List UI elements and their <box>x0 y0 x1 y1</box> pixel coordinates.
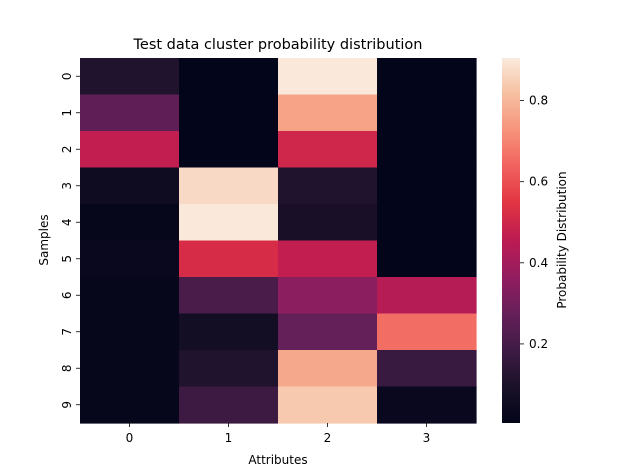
heatmap-cell <box>278 167 378 205</box>
colorbar-ticks: 0.2 0.4 0.6 0.8 <box>520 94 548 351</box>
y-tick-label: 1 <box>60 109 74 117</box>
heatmap-cell <box>80 131 180 169</box>
y-tick-label: 4 <box>60 218 74 226</box>
colorbar-tick-label: 0.6 <box>529 175 548 189</box>
heatmap-cell <box>377 240 477 278</box>
heatmap-cell <box>377 313 477 351</box>
heatmap-cell <box>278 58 378 96</box>
heatmap-cell <box>278 94 378 132</box>
heatmap-cell <box>80 167 180 205</box>
chart-title: Test data cluster probability distributi… <box>133 37 423 53</box>
heatmap-cell <box>80 240 180 278</box>
heatmap-cell <box>179 240 279 278</box>
heatmap-cell <box>377 167 477 205</box>
heatmap-cell <box>278 131 378 169</box>
x-tick-label: 0 <box>126 431 134 445</box>
heatmap-cell <box>179 277 279 315</box>
colorbar-tick-label: 0.2 <box>529 337 548 351</box>
colorbar-tick-label: 0.8 <box>529 94 548 108</box>
heatmap-cell <box>278 204 378 242</box>
heatmap-cell <box>278 240 378 278</box>
y-tick-label: 7 <box>60 328 74 336</box>
y-axis-ticks: 0 1 2 3 4 5 6 7 8 9 <box>60 72 80 409</box>
colorbar-label: Probability Distribution <box>555 171 569 308</box>
colorbar-tick-label: 0.4 <box>529 256 548 270</box>
heatmap-cell <box>377 386 477 424</box>
heatmap-cell <box>278 386 378 424</box>
heatmap-cell <box>377 350 477 388</box>
heatmap-cells <box>80 58 477 424</box>
heatmap-cell <box>377 277 477 315</box>
x-tick-label: 3 <box>423 431 431 445</box>
y-tick-label: 8 <box>60 364 74 372</box>
heatmap-cell <box>80 386 180 424</box>
colorbar <box>502 58 520 423</box>
y-tick-label: 0 <box>60 72 74 80</box>
y-tick-label: 9 <box>60 401 74 409</box>
y-tick-label: 2 <box>60 145 74 153</box>
x-axis-ticks: 0 1 2 3 <box>126 423 431 445</box>
y-tick-label: 3 <box>60 182 74 190</box>
heatmap-cell <box>377 94 477 132</box>
heatmap-cell <box>278 313 378 351</box>
heatmap-cell <box>179 313 279 351</box>
heatmap-cell <box>80 277 180 315</box>
heatmap-cell <box>80 350 180 388</box>
y-axis-label: Samples <box>37 214 51 265</box>
heatmap-cell <box>377 204 477 242</box>
heatmap-cell <box>278 350 378 388</box>
heatmap-cell <box>179 204 279 242</box>
heatmap-cell <box>179 131 279 169</box>
heatmap-cell <box>179 167 279 205</box>
heatmap-cell <box>80 204 180 242</box>
heatmap-cell <box>179 94 279 132</box>
heatmap-cell <box>377 131 477 169</box>
heatmap-cell <box>80 94 180 132</box>
heatmap-cell <box>80 58 180 96</box>
heatmap-cell <box>179 58 279 96</box>
heatmap-cell <box>179 350 279 388</box>
y-tick-label: 6 <box>60 291 74 299</box>
y-tick-label: 5 <box>60 255 74 263</box>
x-tick-label: 1 <box>225 431 233 445</box>
x-axis-label: Attributes <box>248 453 307 467</box>
heatmap-cell <box>80 313 180 351</box>
heatmap-cell <box>377 58 477 96</box>
heatmap-cell <box>179 386 279 424</box>
heatmap-cell <box>278 277 378 315</box>
x-tick-label: 2 <box>324 431 332 445</box>
